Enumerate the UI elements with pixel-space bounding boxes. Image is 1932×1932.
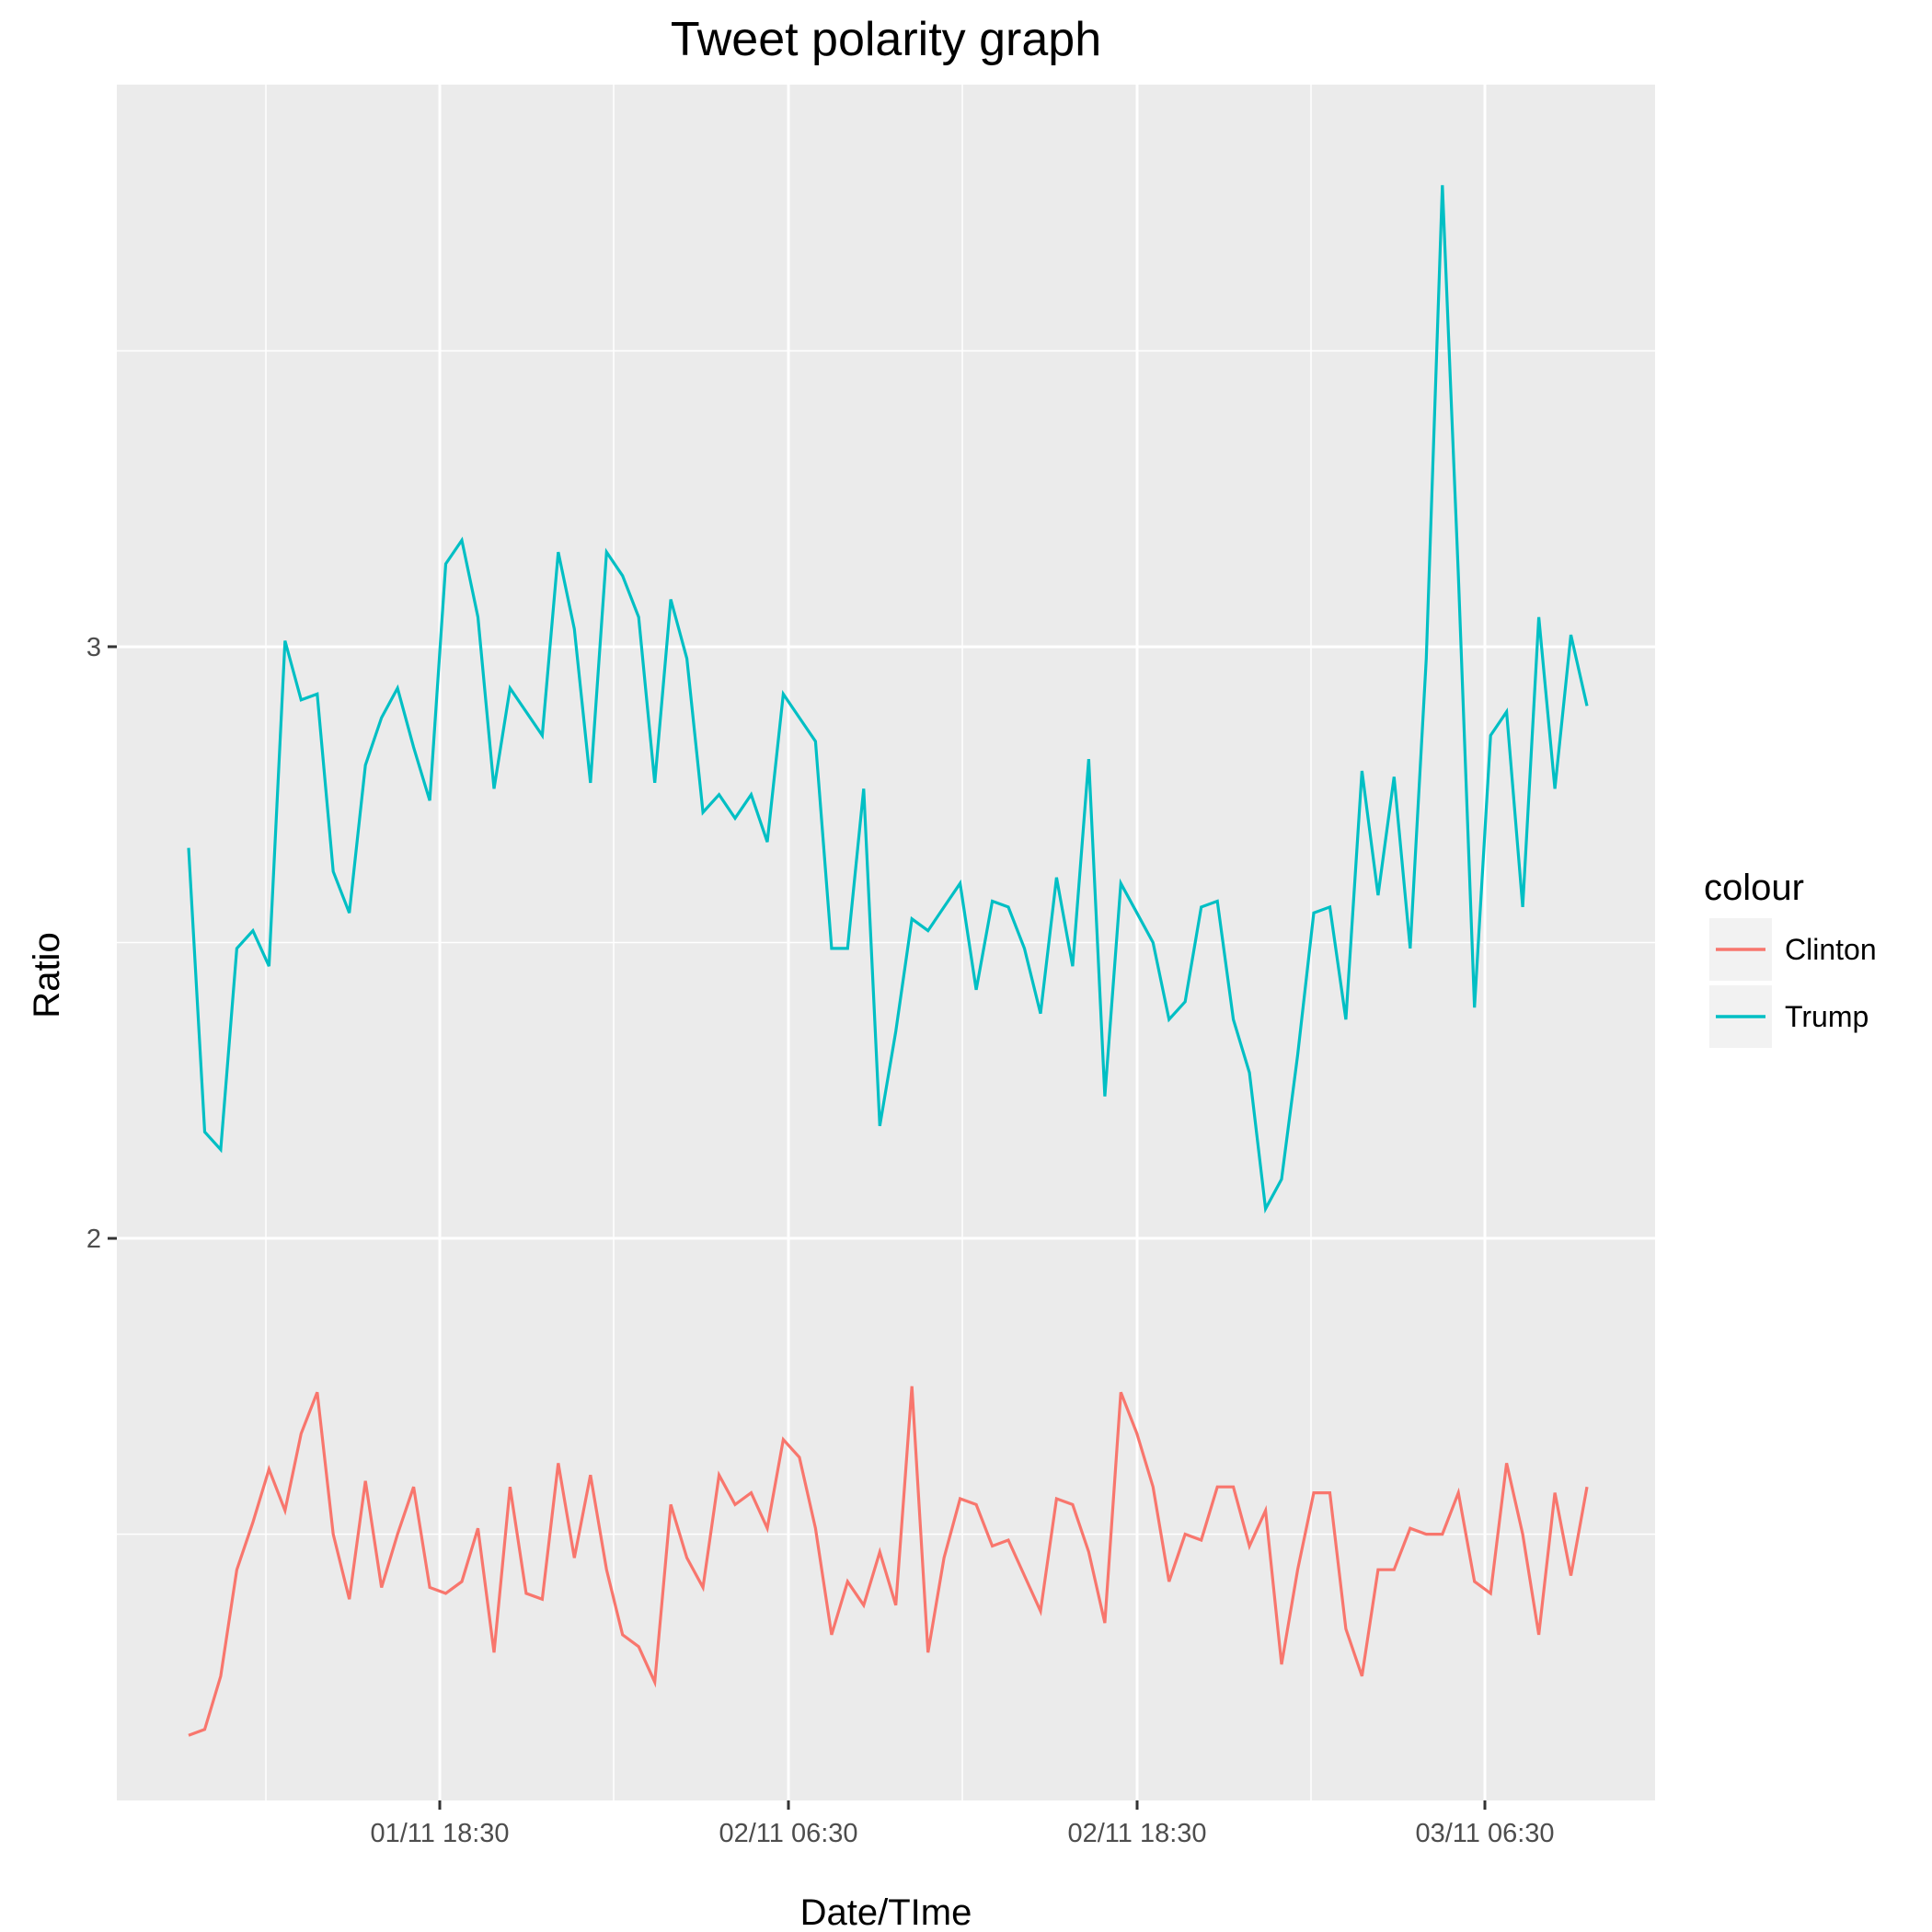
y-tick-label: 3 bbox=[86, 633, 101, 662]
series-line-clinton bbox=[188, 1386, 1589, 1737]
major-gridlines bbox=[117, 85, 1655, 1800]
legend-label-trump: Trump bbox=[1785, 1000, 1869, 1033]
x-tick-label: 02/11 06:30 bbox=[719, 1819, 857, 1848]
y-tick-label: 2 bbox=[86, 1225, 101, 1254]
legend-label-clinton: Clinton bbox=[1785, 933, 1877, 966]
legend-items: Clinton Trump bbox=[1709, 918, 1877, 1048]
tick-labels: 01/11 18:30 02/11 06:30 02/11 18:30 03/11 0… bbox=[86, 633, 1555, 1848]
legend-title: colour bbox=[1704, 868, 1804, 908]
series-layer bbox=[187, 185, 1589, 1737]
axis-ticks bbox=[108, 645, 1487, 1810]
series-line-trump bbox=[187, 185, 1589, 1214]
x-tick-label: 02/11 18:30 bbox=[1067, 1819, 1206, 1848]
x-axis-title: Date/TIme bbox=[800, 1892, 972, 1932]
x-tick-label: 03/11 06:30 bbox=[1415, 1819, 1554, 1848]
x-tick-label: 01/11 18:30 bbox=[370, 1819, 509, 1848]
chart-title: Tweet polarity graph bbox=[671, 13, 1101, 66]
legend: colour Clinton Trump bbox=[1704, 868, 1877, 1048]
y-axis-title: Ratio bbox=[27, 932, 67, 1018]
